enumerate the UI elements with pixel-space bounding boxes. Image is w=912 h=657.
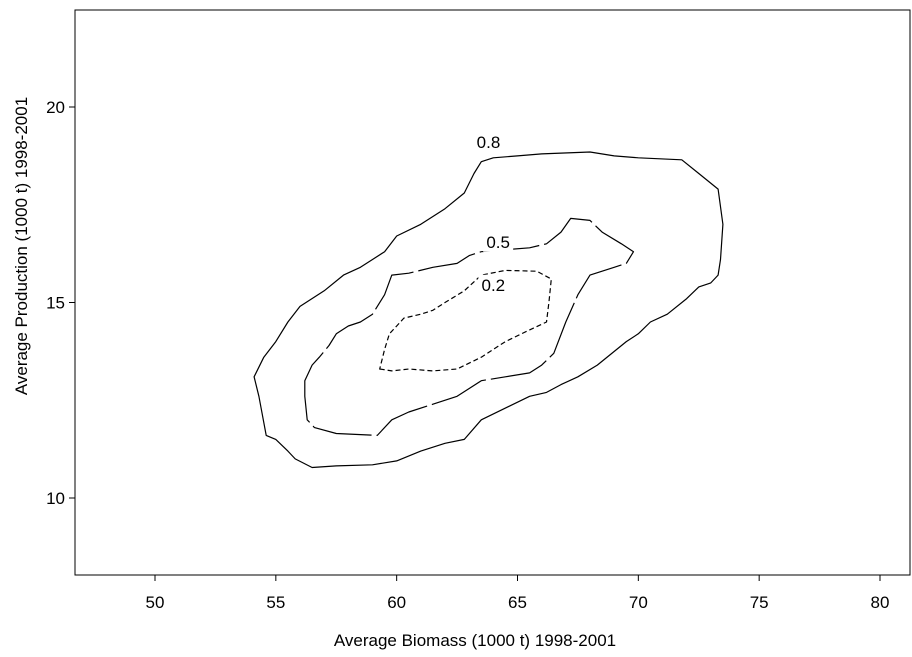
contour-level-label: 0.8	[477, 133, 501, 152]
contour-level-labels: 0.8 0.5 0.2	[473, 132, 514, 295]
contour-level-label: 0.2	[482, 276, 506, 295]
contour-label-background	[473, 132, 504, 153]
contour-label-background	[478, 274, 509, 295]
x-tick-label: 75	[750, 593, 769, 612]
y-axis: 10 15 20	[46, 98, 75, 508]
contour-level-label: 0.5	[486, 233, 510, 252]
x-axis: 50 55 60 65 70 75 80	[146, 575, 890, 612]
contour-lines	[253, 151, 724, 469]
x-tick-label: 70	[629, 593, 648, 612]
x-tick-label: 50	[146, 593, 165, 612]
contour-line-0-8	[253, 151, 724, 469]
contour-line-0-5	[304, 217, 635, 436]
contour-line-0-2	[379, 269, 552, 372]
y-tick-label: 10	[46, 489, 65, 508]
x-tick-label: 60	[387, 593, 406, 612]
plot-area-frame	[74, 9, 911, 576]
contour-label-background	[483, 231, 514, 252]
x-tick-label: 80	[871, 593, 890, 612]
y-axis-label: Average Production (1000 t) 1998-2001	[12, 97, 31, 395]
y-tick-label: 15	[46, 294, 65, 313]
x-tick-label: 65	[508, 593, 527, 612]
y-tick-label: 20	[46, 98, 65, 117]
x-tick-label: 55	[266, 593, 285, 612]
x-axis-label: Average Biomass (1000 t) 1998-2001	[334, 631, 616, 650]
